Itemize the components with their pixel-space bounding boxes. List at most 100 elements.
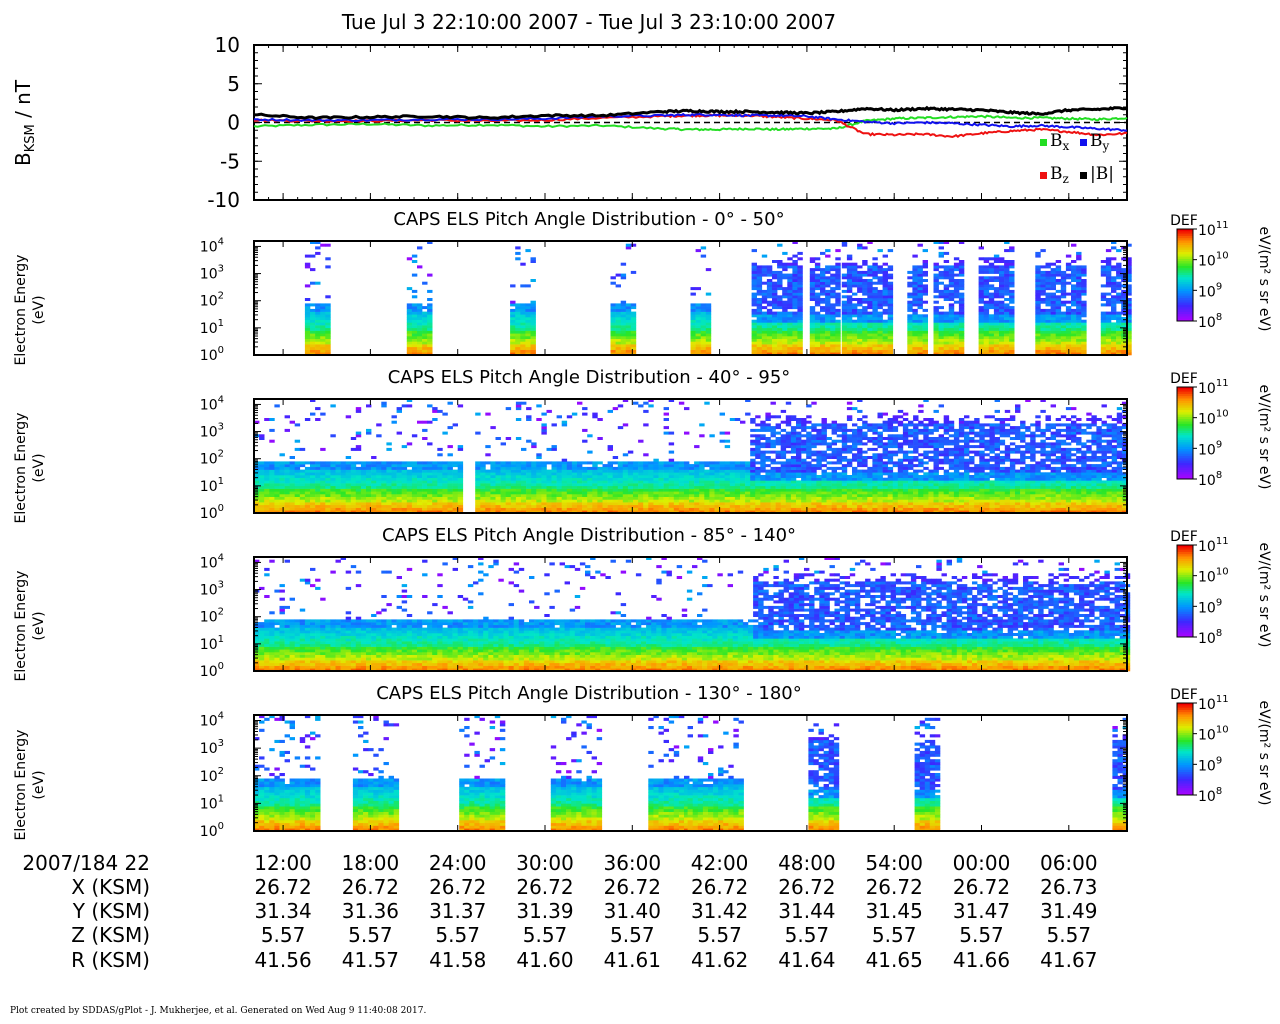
- colorbar-step: [1177, 238, 1193, 241]
- spectrogram-cell: [376, 496, 382, 500]
- spectrogram-cell: [612, 488, 619, 492]
- spectrogram-cell: [612, 407, 619, 411]
- spectrogram-cell: [912, 327, 918, 331]
- spectrogram-cell: [294, 461, 301, 465]
- spectrogram-cell: [417, 352, 423, 356]
- spectrogram-cell: [1100, 268, 1107, 272]
- spectrogram-cell: [315, 477, 321, 481]
- spectrogram-cell: [360, 472, 367, 476]
- spectrogram-cell: [490, 483, 496, 487]
- spectrogram-cell: [304, 483, 311, 487]
- spectrogram-cell: [862, 279, 868, 282]
- spectrogram-cell: [943, 314, 950, 318]
- mag-y-tick-label: -10: [207, 188, 240, 212]
- spectrogram-cell: [792, 311, 798, 315]
- spectrogram-cell: [1076, 341, 1082, 345]
- spectrogram-cell: [704, 494, 710, 497]
- spectrogram-cell: [704, 472, 710, 476]
- spectrogram-cell: [1065, 341, 1072, 345]
- spectrogram-cell: [335, 499, 341, 503]
- spectrogram-cell: [366, 510, 372, 514]
- spectrogram-cell: [1111, 300, 1117, 304]
- spectrogram-cells: [254, 399, 1128, 514]
- tick-base: 10: [200, 294, 218, 310]
- spectrogram-cell: [1009, 260, 1015, 263]
- spectrogram-cell: [320, 243, 326, 247]
- spectrogram-cell: [294, 510, 301, 514]
- tick-base: 10: [200, 321, 218, 337]
- spectrogram-cell: [525, 303, 531, 307]
- spectrogram-cell: [751, 273, 757, 277]
- spectrogram-cell: [259, 485, 265, 489]
- spectrogram-cell: [1050, 325, 1056, 329]
- spectrogram-cell: [751, 265, 757, 269]
- spectrogram-cell: [284, 472, 290, 476]
- spectrogram-cell: [719, 488, 725, 492]
- spectrogram-cell: [780, 445, 787, 449]
- spectrogram-cell: [294, 464, 301, 468]
- spectrogram-cell: [422, 325, 428, 329]
- spectrogram-cell: [1105, 276, 1112, 280]
- spectrogram-cell: [988, 344, 995, 348]
- spectrogram-cell: [325, 472, 331, 476]
- spectrogram-cell: [787, 257, 793, 261]
- spectrogram-cell: [765, 499, 771, 503]
- spectrogram-cell: [500, 464, 506, 468]
- spectrogram-cell: [814, 287, 821, 291]
- spectrogram-cell: [490, 502, 496, 506]
- spectrogram-cell: [587, 507, 593, 511]
- spectrogram-cell: [719, 412, 725, 416]
- spectrogram-cell: [766, 336, 773, 339]
- spectrogram-cell: [1076, 251, 1082, 255]
- spectrogram-cell: [526, 488, 532, 492]
- spectrogram-cell: [643, 453, 649, 457]
- spectrogram-cell: [1004, 292, 1010, 296]
- tick-exponent: 0: [218, 345, 224, 356]
- spectrogram-cell: [254, 507, 260, 511]
- spectrogram-cell: [690, 327, 696, 331]
- spectrogram-cell: [432, 504, 438, 508]
- spectrogram-cell: [867, 268, 873, 272]
- spectrogram-cell: [938, 319, 944, 323]
- spectrogram-cell: [310, 317, 316, 320]
- spectrogram-cell: [1105, 262, 1112, 266]
- spectrogram-cell: [1126, 344, 1132, 348]
- spectrogram-cell: [689, 494, 695, 497]
- colorbar-step: [1177, 293, 1193, 297]
- spectrogram-cell: [775, 507, 781, 511]
- spectrogram-cell: [457, 485, 464, 489]
- spectrogram-cell: [766, 349, 773, 353]
- spectrogram-cell: [999, 322, 1005, 326]
- spectrogram-cell: [948, 284, 955, 288]
- spectrogram-cell: [366, 485, 372, 489]
- spectrogram-cell: [719, 475, 725, 478]
- spectrogram-cell: [510, 480, 517, 484]
- spectrogram-cell: [1105, 260, 1112, 263]
- spectrogram-cell: [887, 314, 894, 318]
- spectrogram-cell: [999, 257, 1005, 261]
- spectrogram-cell: [406, 311, 413, 315]
- spectrogram-cell: [750, 466, 756, 470]
- spectrogram-cell: [320, 464, 326, 468]
- spectrogram-cell: [761, 349, 768, 353]
- spectrogram-cell: [1076, 338, 1082, 342]
- spectrogram-cell: [958, 349, 965, 353]
- spectrogram-cell: [846, 306, 853, 310]
- spectrogram-cell: [406, 336, 413, 339]
- spectrogram-cell: [325, 464, 331, 468]
- spectrogram-cell: [648, 510, 654, 514]
- spectrogram-cell: [1076, 287, 1082, 291]
- spectrogram-cell: [1009, 295, 1015, 299]
- spectrogram-cell: [406, 485, 413, 489]
- spectrogram-cell: [1009, 276, 1015, 280]
- spectrogram-cell: [852, 314, 858, 318]
- spectrogram-cell: [577, 485, 583, 489]
- spectrogram-cell: [417, 483, 423, 487]
- spectrogram-cell: [751, 298, 757, 301]
- spectrogram-cell: [814, 284, 821, 288]
- spectrogram-cell: [376, 423, 382, 427]
- spectrogram-cell: [648, 477, 654, 481]
- spectrogram-cell: [1071, 298, 1077, 301]
- spectrogram-cell: [500, 483, 506, 487]
- spectrogram-cell: [653, 466, 659, 470]
